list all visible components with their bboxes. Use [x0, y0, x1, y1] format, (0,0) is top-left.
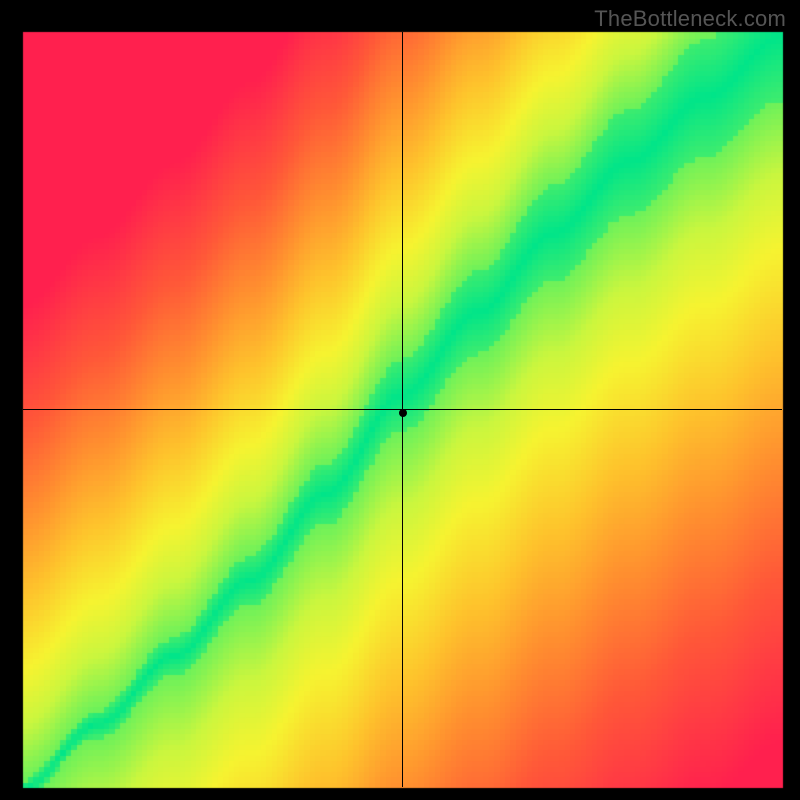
heatmap-canvas — [0, 0, 800, 800]
watermark-text: TheBottleneck.com — [594, 6, 786, 32]
data-point-dot — [399, 409, 407, 417]
chart-container: TheBottleneck.com — [0, 0, 800, 800]
